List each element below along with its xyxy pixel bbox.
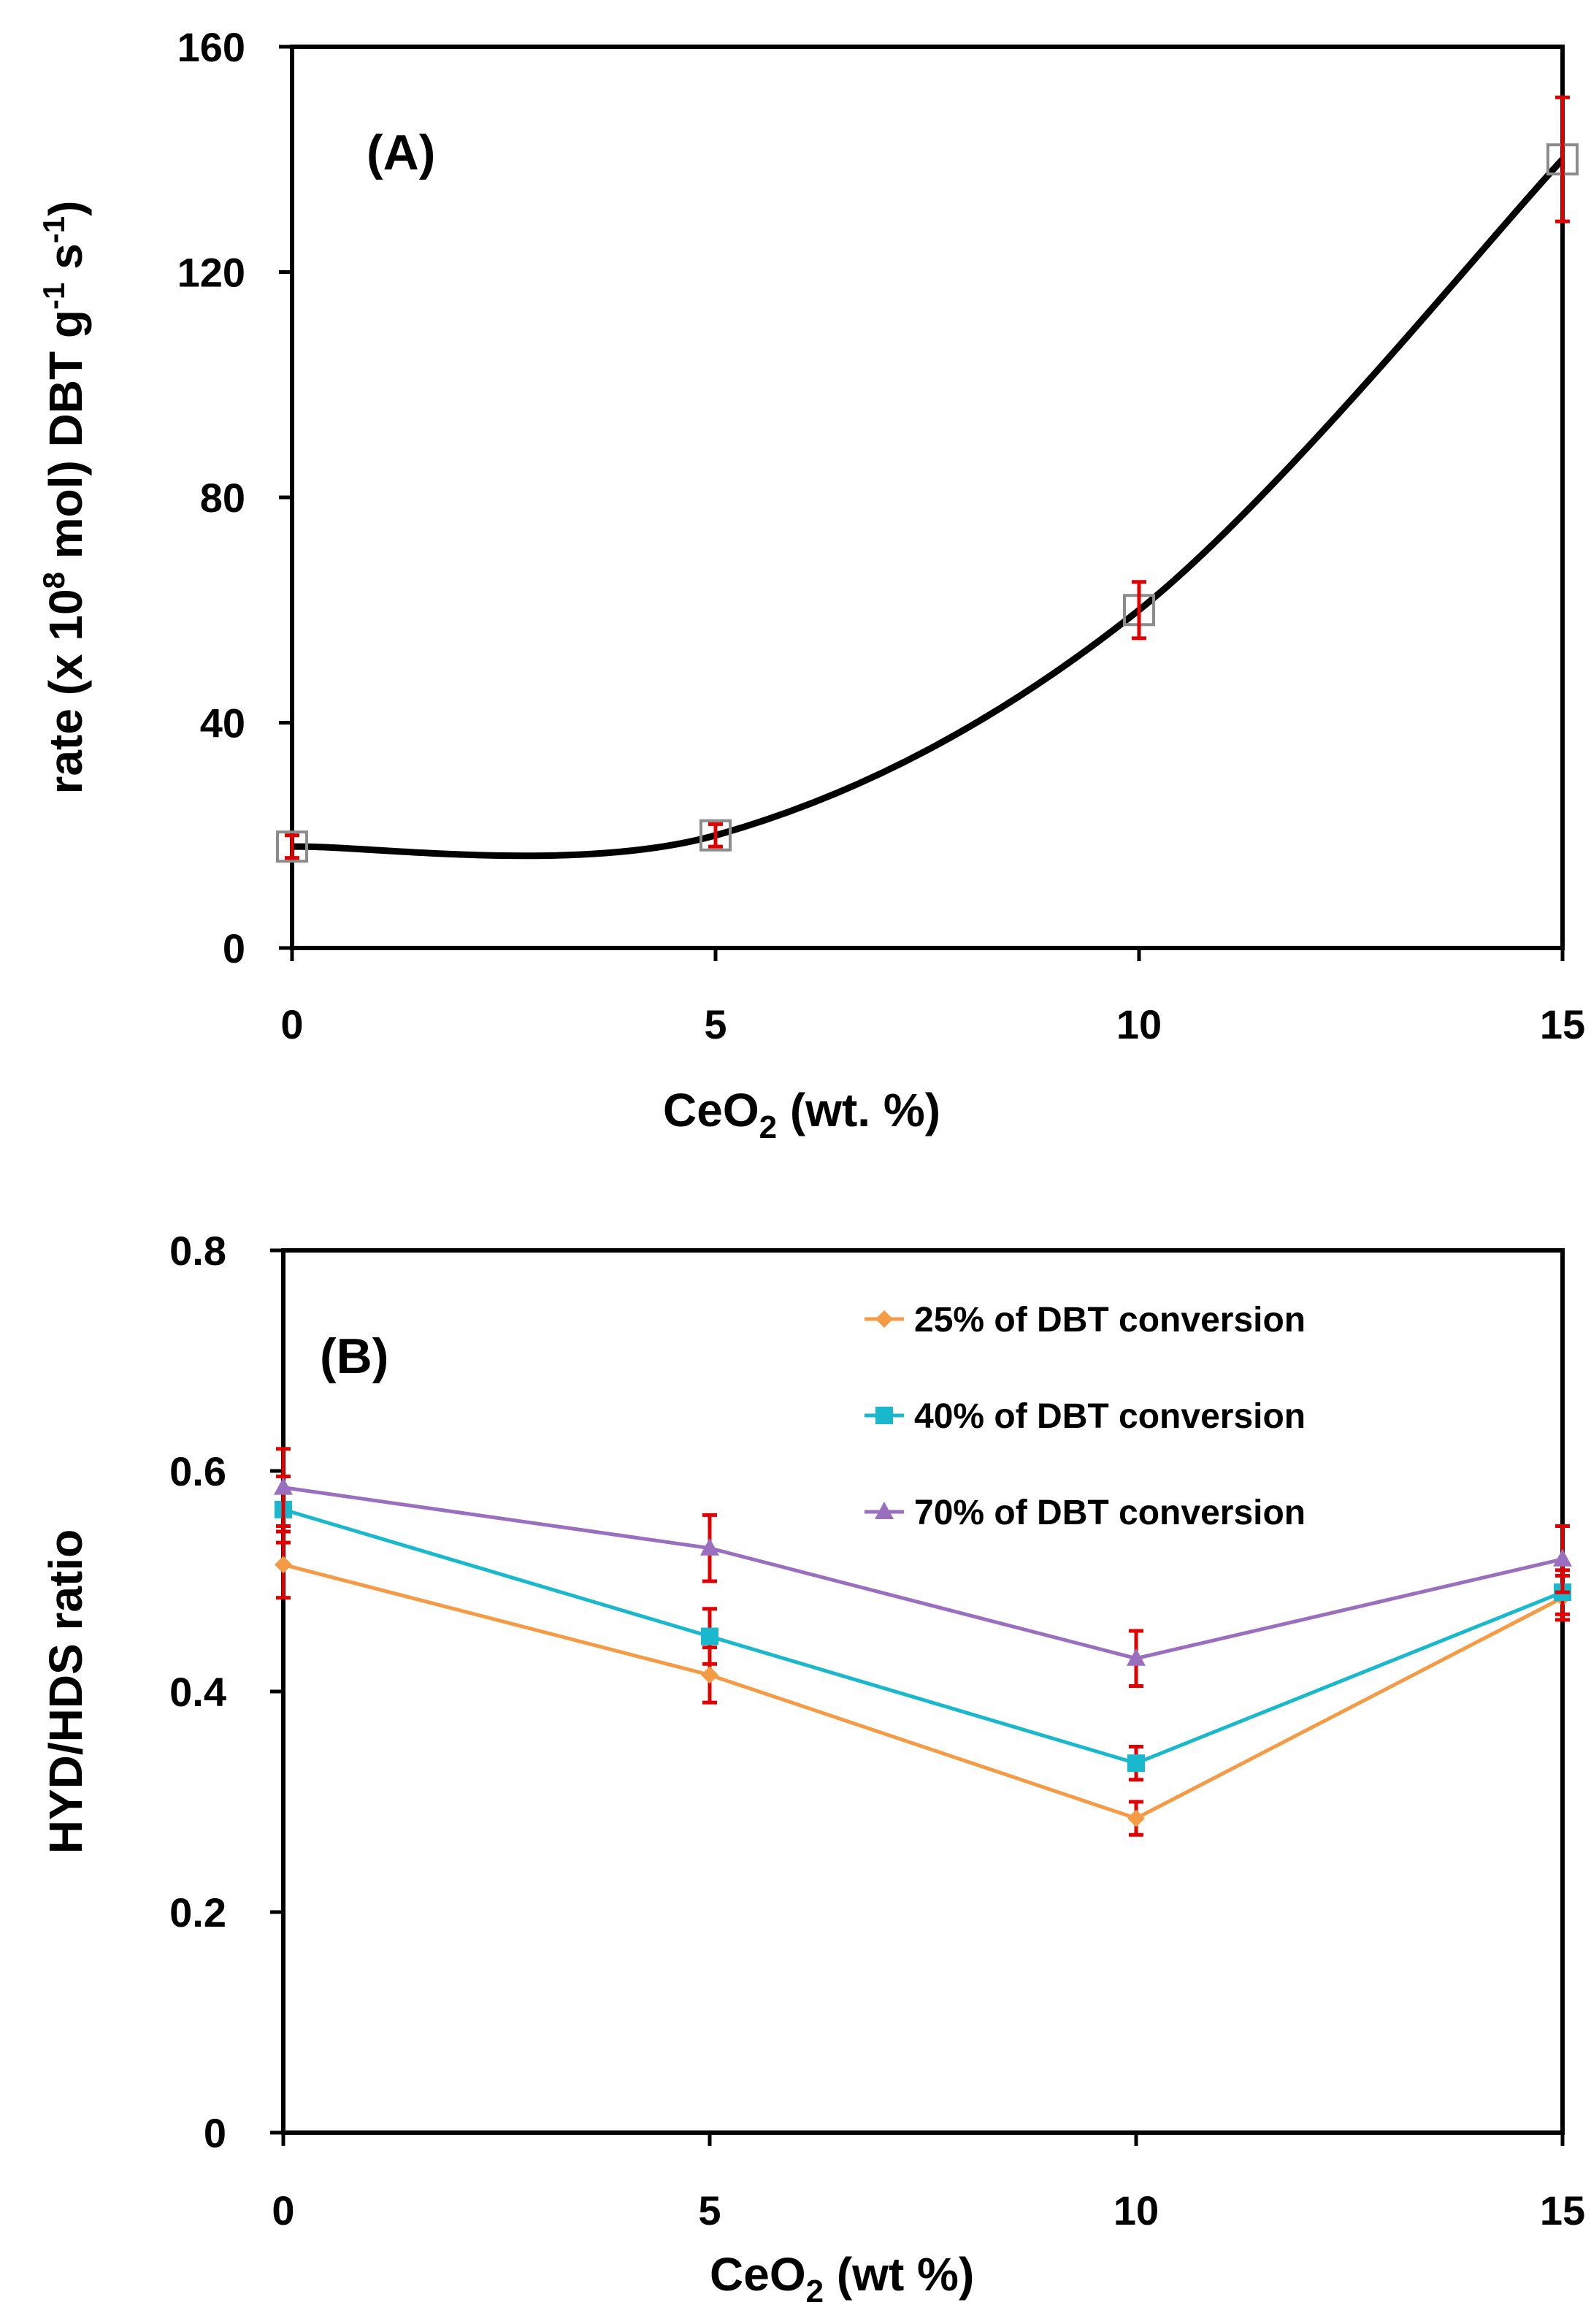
panel-a-y-title-exp3: -1	[37, 216, 71, 243]
panel-b-legend-item: 25% of DBT conversion	[864, 1301, 1306, 1339]
panel-b-y-tick-label: 0.6	[169, 1448, 226, 1494]
panel-a: 0 5 10 15 0 40 80 120 160 (A) CeO2 (wt. %) rate …	[37, 24, 1585, 1145]
panel-b-point-marker	[1127, 1754, 1145, 1773]
panel-a-error-bar	[708, 822, 723, 849]
panel-a-x-tick-label: 15	[1540, 1001, 1585, 1047]
panel-b-point-marker	[701, 1627, 718, 1645]
panel-b-legend-marker	[875, 1310, 893, 1328]
panel-a-x-tick-label: 10	[1116, 1001, 1162, 1047]
panel-b-point-marker	[700, 1537, 719, 1556]
panel-b-x-tick-label: 10	[1113, 2187, 1159, 2233]
panel-a-error-bar	[1132, 580, 1146, 641]
panel-b-legend-label: 25% of DBT conversion	[914, 1301, 1306, 1339]
panel-b-x-tick-label: 5	[698, 2187, 721, 2233]
panel-b-legend-label: 40% of DBT conversion	[914, 1397, 1306, 1436]
panel-a-y-title-part1: rate (x 10	[39, 589, 92, 794]
panel-b-x-title-main: CeO	[710, 2248, 806, 2301]
panel-a-y-title-part2: mol) DBT g	[39, 310, 92, 572]
panel-b-series-group	[274, 1447, 1572, 1837]
panel-a-point-marker	[699, 819, 732, 852]
panel-a-axis-ticks: 0 5 10 15 0 40 80 120 160	[177, 24, 1586, 1047]
panel-a-x-tick-label: 5	[704, 1001, 727, 1047]
panel-a-x-title-main: CeO	[663, 1084, 759, 1136]
panel-b-point-marker	[274, 1477, 293, 1495]
panel-b-legend-item: 40% of DBT conversion	[864, 1397, 1306, 1436]
panel-a-point-marker	[276, 830, 308, 863]
panel-a-series-line	[291, 157, 1565, 860]
panel-b-y-axis-title: HYD/HDS ratio	[39, 1529, 92, 1854]
panel-b-legend-marker	[875, 1407, 893, 1424]
panel-a-y-title-part4: )	[39, 201, 92, 216]
panel-b-point-marker	[1127, 1809, 1145, 1827]
panel-a-error-bar	[1555, 95, 1570, 223]
panel-b-point-marker	[275, 1556, 292, 1574]
panel-b-series-line	[283, 1562, 1564, 1821]
panel-b-y-tick-label: 0.8	[169, 1228, 226, 1274]
panel-a-y-title-exp2: -1	[37, 283, 71, 310]
panel-a-y-title-exp1: 8	[37, 572, 71, 589]
panel-a-series-group	[276, 95, 1579, 863]
panel-a-x-tick-label: 0	[280, 1001, 303, 1047]
panel-b-plot-frame	[281, 1248, 1565, 2135]
panel-b-legend: 25% of DBT conversion 40% of DBT conversi…	[864, 1301, 1306, 1532]
panel-a-label: (A)	[367, 125, 435, 180]
panel-b-label: (B)	[320, 1329, 388, 1384]
panel-a-y-tick-label: 120	[177, 250, 245, 296]
panel-b-legend-item: 70% of DBT conversion	[864, 1494, 1306, 1532]
panel-b-x-axis-title: CeO2 (wt %)	[710, 2248, 974, 2309]
panel-b-y-tick-label: 0.2	[169, 1889, 226, 1935]
panel-b-y-tick-label: 0.4	[169, 1669, 226, 1715]
panel-a-error-bar	[285, 833, 299, 860]
panel-b-x-tick-label: 15	[1540, 2187, 1585, 2233]
panel-a-x-title-sub: 2	[759, 1109, 777, 1145]
panel-b-point-marker	[1127, 1648, 1146, 1666]
panel-b-legend-label: 70% of DBT conversion	[914, 1494, 1306, 1532]
panel-b-series-1	[275, 1529, 1571, 1837]
panel-b-x-title-rest: (wt %)	[824, 2248, 974, 2301]
panel-b-x-title-sub: 2	[806, 2274, 824, 2309]
panel-b-series-line	[283, 1507, 1563, 1765]
panel-a-x-axis-title: CeO2 (wt. %)	[663, 1084, 940, 1145]
panel-b-series-3	[274, 1447, 1572, 1688]
panel-a-y-axis-title: rate (x 108 mol) DBT g-1 s-1)	[37, 201, 92, 795]
panel-a-plot-frame	[290, 45, 1565, 950]
panel-b-series-line	[283, 1486, 1563, 1661]
panel-a-y-title-part3: s	[39, 243, 92, 282]
panel-a-y-tick-label: 0	[223, 925, 245, 971]
panel-b-legend-marker	[875, 1502, 894, 1519]
panel-b-x-tick-label: 0	[272, 2187, 294, 2233]
panel-b-axis-ticks: 0 5 10 15 0 0.2 0.4 0.6 0.8	[169, 1228, 1585, 2233]
panel-a-y-tick-label: 160	[177, 24, 245, 70]
panel-b-point-marker	[701, 1666, 718, 1684]
panel-a-y-tick-label: 40	[200, 700, 245, 746]
panel-a-y-tick-label: 80	[200, 475, 245, 521]
panel-b: 0 5 10 15 0 0.2 0.4 0.6 0.8 25% of DBT conversio…	[39, 1228, 1585, 2309]
panel-a-x-title-rest: (wt. %)	[777, 1084, 940, 1136]
panel-b-y-tick-label: 0	[204, 2110, 226, 2156]
panel-b-point-marker	[1553, 1548, 1572, 1567]
